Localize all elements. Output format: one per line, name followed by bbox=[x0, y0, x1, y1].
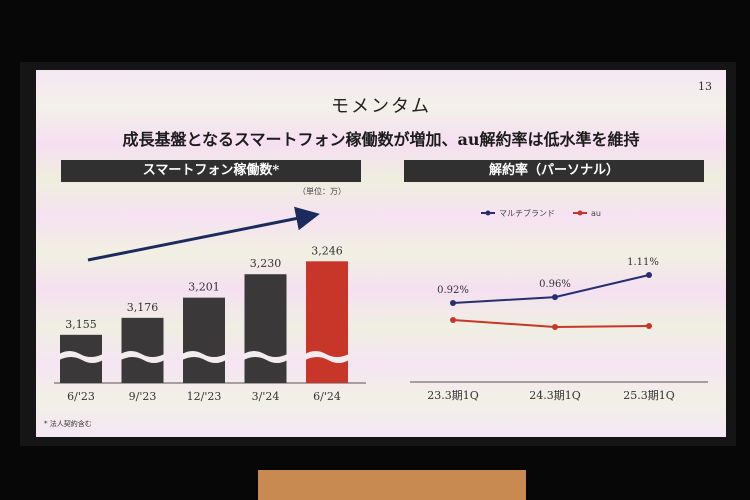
trend-arrow bbox=[87, 206, 320, 262]
smartphone-chart-header: スマートフォン稼働数* bbox=[61, 160, 361, 182]
bar-2 bbox=[183, 297, 225, 383]
series-multibrand-point-2 bbox=[646, 272, 652, 278]
series-multibrand-label-2: 1.11% bbox=[627, 257, 659, 268]
unit-label: （単位：万） bbox=[298, 187, 346, 196]
axis-break-3 bbox=[243, 351, 288, 363]
axis-break-2 bbox=[182, 351, 226, 363]
churn-chart-header: 解約率（パーソナル） bbox=[404, 160, 704, 182]
legend-label-0: マルチブランド bbox=[499, 208, 555, 218]
page-number: 13 bbox=[698, 80, 712, 93]
bar-category-label-1: 9/'23 bbox=[129, 390, 157, 403]
bar-3 bbox=[244, 274, 287, 383]
series-au-point-2 bbox=[646, 323, 652, 329]
line-category-label-2: 25.3期1Q bbox=[623, 389, 675, 402]
axis-break-4 bbox=[305, 351, 349, 363]
bar-value-label-3: 3,230 bbox=[250, 257, 282, 270]
churn-line-chart: 23.3期1Q 24.3期1Q 25.3期1Q マルチブランド au 0.92% 0.96%… bbox=[410, 208, 708, 402]
series-au-point-0 bbox=[450, 317, 456, 323]
bar-value-label-1: 3,176 bbox=[127, 301, 159, 314]
footnote: * 法人契約含む bbox=[44, 420, 92, 428]
bar-value-label-0: 3,155 bbox=[65, 318, 97, 331]
line-category-label-0: 23.3期1Q bbox=[427, 389, 479, 402]
series-multibrand-point-0 bbox=[450, 300, 456, 306]
legend-label-1: au bbox=[591, 209, 601, 218]
smartphone-bar-chart: 3,155 6/'23 3,176 9/'23 3,201 12/'23 3,230 3/'2… bbox=[54, 206, 366, 403]
series-au-point-1 bbox=[552, 324, 558, 330]
bar-1 bbox=[121, 317, 164, 383]
presentation-slide: 13 モメンタム 成長基盤となるスマートフォン稼働数が増加、au解約率は低水準を… bbox=[36, 70, 726, 437]
series-au-line bbox=[452, 319, 650, 329]
series-multibrand-label-0: 0.92% bbox=[437, 285, 469, 296]
slide-title: モメンタム bbox=[331, 96, 431, 117]
bar-category-label-4: 6/'24 bbox=[313, 390, 341, 403]
legend-marker-1 bbox=[577, 210, 583, 216]
legend-marker-0 bbox=[485, 210, 491, 216]
line-category-label-1: 24.3期1Q bbox=[529, 389, 581, 402]
series-multibrand-label-1: 0.96% bbox=[539, 279, 571, 290]
axis-break-0 bbox=[59, 351, 103, 363]
stage-light bbox=[258, 470, 526, 500]
bar-category-label-2: 12/'23 bbox=[187, 390, 222, 403]
bar-category-label-0: 6/'23 bbox=[67, 390, 95, 403]
bar-value-label-4: 3,246 bbox=[311, 244, 343, 257]
slide-subtitle: 成長基盤となるスマートフォン稼働数が増加、au解約率は低水準を維持 bbox=[122, 130, 640, 149]
bar-value-label-2: 3,201 bbox=[188, 281, 220, 294]
axis-break-1 bbox=[120, 351, 165, 363]
bar-category-label-3: 3/'24 bbox=[252, 390, 280, 403]
series-multibrand-point-1 bbox=[552, 294, 558, 301]
